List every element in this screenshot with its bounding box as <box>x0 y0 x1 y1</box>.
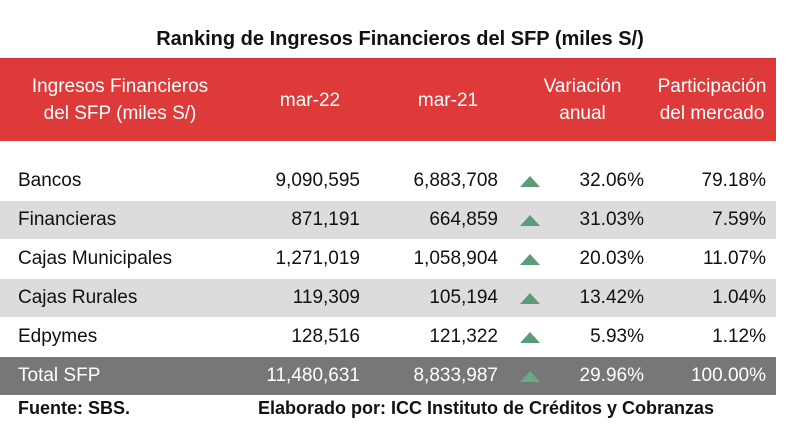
row-name: Total SFP <box>18 365 101 386</box>
row-value-mar-21: 1,058,904 <box>413 248 498 269</box>
row-variation: 32.06% <box>579 170 644 191</box>
trend-up-arrow-icon <box>518 201 542 239</box>
row-name: Bancos <box>18 170 82 191</box>
row-value-mar-22: 119,309 <box>292 287 360 308</box>
table-row: Bancos 9,090,595 6,883,708 32.06% 79.18% <box>0 161 776 200</box>
row-market-share: 1.04% <box>712 287 766 308</box>
ranking-table: Ingresos Financieros del SFP (miles S/) … <box>0 58 776 395</box>
trend-up-arrow-icon <box>518 162 542 200</box>
row-name: Cajas Municipales <box>18 248 173 269</box>
trend-up-arrow-icon <box>518 240 542 278</box>
row-value-mar-22: 871,191 <box>291 209 360 230</box>
row-name: Financieras <box>18 209 117 230</box>
row-value-mar-21: 105,194 <box>429 287 498 308</box>
row-value-mar-22: 128,516 <box>291 326 360 347</box>
row-market-share: 79.18% <box>701 170 766 191</box>
table-header: Ingresos Financieros del SFP (miles S/) … <box>0 58 776 141</box>
row-value-mar-22: 1,271,019 <box>275 248 360 269</box>
table-row-total: Total SFP 11,480,631 8,833,987 29.96% 100.00… <box>0 356 776 395</box>
row-value-mar-21: 6,883,708 <box>413 170 498 191</box>
row-name: Edpymes <box>18 326 98 347</box>
table-row: Cajas Municipales 1,271,019 1,058,904 20.03… <box>0 239 776 278</box>
chart-title: Ranking de Ingresos Financieros del SFP … <box>156 28 644 50</box>
row-value-mar-21: 664,859 <box>429 209 498 230</box>
table-row: Edpymes 128,516 121,322 5.93% 1.12% <box>0 317 776 356</box>
row-market-share: 1.12% <box>712 326 766 347</box>
header-market-share: Participación del mercado <box>657 76 767 124</box>
row-value-mar-22: 9,090,595 <box>275 170 360 191</box>
row-variation: 5.93% <box>590 326 644 347</box>
row-value-mar-22: 11,480,631 <box>266 365 360 386</box>
row-variation: 29.96% <box>579 365 644 386</box>
header-mar-21: mar-21 <box>417 89 479 111</box>
table-body: Bancos 9,090,595 6,883,708 32.06% 79.18% Fina… <box>0 161 776 395</box>
row-market-share: 11.07% <box>702 248 766 269</box>
trend-up-arrow-icon <box>518 357 542 395</box>
trend-up-arrow-icon <box>518 279 542 317</box>
trend-up-arrow-icon <box>518 318 542 356</box>
row-value-mar-21: 121,322 <box>429 326 498 347</box>
row-name: Cajas Rurales <box>18 287 138 308</box>
row-market-share: 7.59% <box>712 209 766 230</box>
source-note: Fuente: SBS. <box>18 398 131 418</box>
row-market-share: 100.00% <box>690 365 766 386</box>
table-row: Cajas Rurales 119,309 105,194 13.42% 1.04% <box>0 278 776 317</box>
header-mar-22: mar-22 <box>279 89 341 111</box>
table-row: Financieras 871,191 664,859 31.03% 7.59% <box>0 200 776 239</box>
row-variation: 31.03% <box>579 209 644 230</box>
row-variation: 13.42% <box>579 287 644 308</box>
credit-note: Elaborado por: ICC Instituto de Créditos… <box>258 398 715 418</box>
row-variation: 20.03% <box>579 248 644 269</box>
header-variation: Variación anual <box>543 76 622 124</box>
row-value-mar-21: 8,833,987 <box>413 365 498 386</box>
header-category: Ingresos Financieros del SFP (miles S/) <box>31 76 209 124</box>
